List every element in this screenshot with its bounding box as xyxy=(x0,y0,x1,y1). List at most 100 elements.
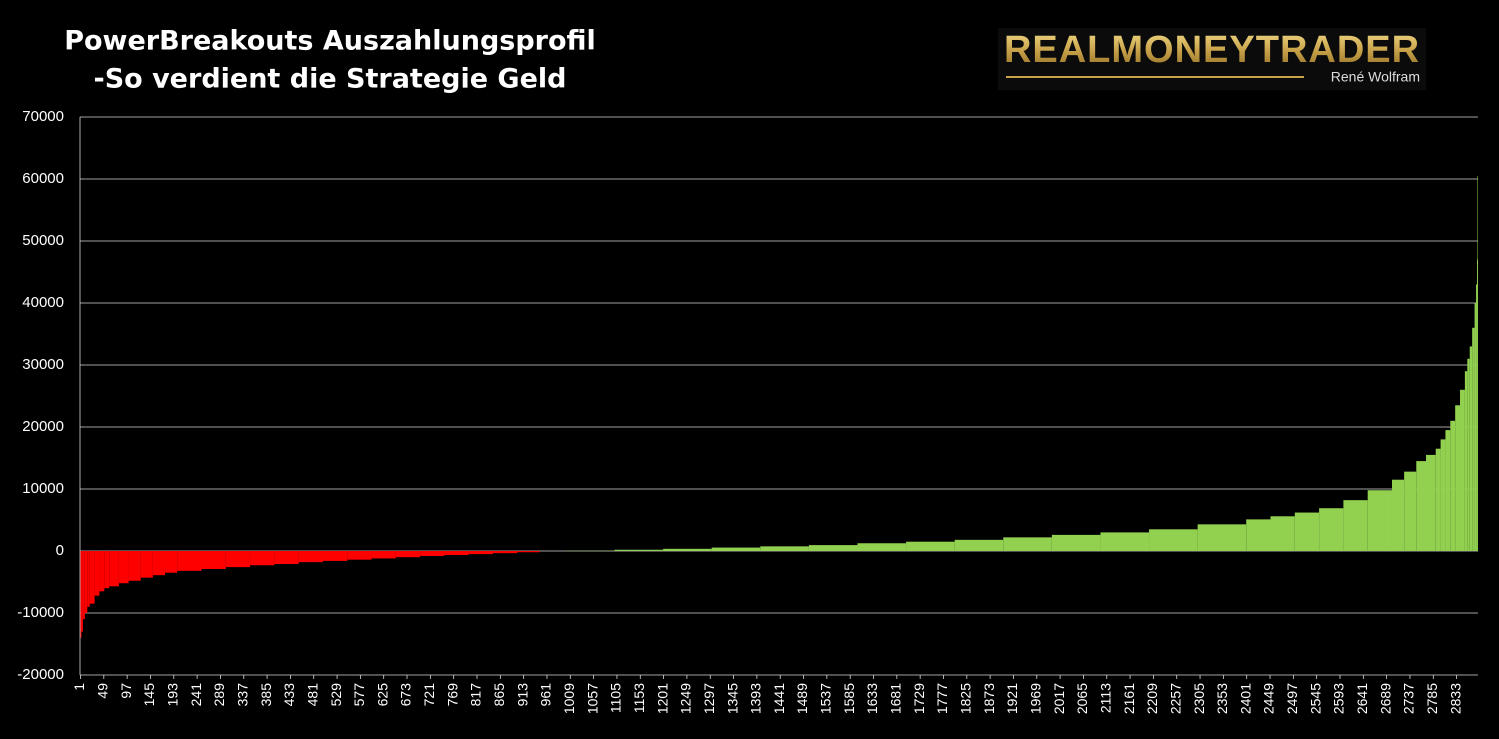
bar xyxy=(371,551,396,559)
bar xyxy=(1477,175,1479,551)
x-tick-label: 385 xyxy=(258,683,274,707)
x-tick-label: 1153 xyxy=(631,683,647,713)
x-tick-label: 1105 xyxy=(608,683,624,713)
bar xyxy=(82,551,85,620)
chart-subtitle: -So verdient die Strategie Geld xyxy=(93,64,566,95)
bar xyxy=(1003,537,1052,551)
bar xyxy=(89,551,95,604)
bar xyxy=(395,551,421,558)
x-tick-label: 577 xyxy=(351,683,367,707)
x-tick-label: 1201 xyxy=(654,683,670,714)
bar xyxy=(201,551,226,569)
bar xyxy=(250,551,275,566)
x-tick-label: 2689 xyxy=(1377,683,1393,714)
x-tick-label: 97 xyxy=(118,683,134,699)
x-tick-label: 1681 xyxy=(888,683,904,714)
x-tick-label: 1297 xyxy=(701,683,717,714)
x-tick-label: 913 xyxy=(514,683,530,707)
bar xyxy=(225,551,251,568)
bar xyxy=(663,548,712,551)
x-tick-label: 1969 xyxy=(1027,683,1043,714)
bar xyxy=(109,551,119,587)
y-tick-label: 60000 xyxy=(22,170,64,187)
x-tick-label: 1537 xyxy=(818,683,834,714)
x-tick-label: 1489 xyxy=(794,683,810,714)
bar xyxy=(954,539,1004,551)
x-tick-label: 2737 xyxy=(1401,683,1417,714)
bar xyxy=(1100,532,1150,551)
bar xyxy=(1467,358,1470,551)
x-tick-label: 2641 xyxy=(1354,683,1370,714)
bar xyxy=(1477,259,1478,551)
x-tick-label: 1 xyxy=(71,683,87,691)
x-tick-label: 49 xyxy=(95,683,111,699)
bar xyxy=(1391,479,1405,551)
bar xyxy=(347,551,372,560)
bar xyxy=(165,551,178,573)
bar xyxy=(140,551,153,578)
x-tick-label: 2449 xyxy=(1261,683,1277,714)
y-tick-label: 20000 xyxy=(22,418,64,435)
bar xyxy=(84,551,88,613)
y-tick-label: 10000 xyxy=(22,480,64,497)
x-tick-label: 2065 xyxy=(1074,683,1090,714)
bar xyxy=(1319,508,1344,551)
x-tick-label: 1393 xyxy=(748,683,764,714)
x-tick-label: 145 xyxy=(141,683,157,707)
bar xyxy=(1469,346,1473,551)
x-tick-label: 2545 xyxy=(1307,683,1323,714)
bar xyxy=(94,551,100,596)
bar xyxy=(1197,524,1247,551)
x-tick-label: 1057 xyxy=(584,683,600,714)
bar xyxy=(1294,512,1320,551)
x-tick-label: 1729 xyxy=(911,683,927,714)
bar xyxy=(1270,516,1295,551)
bar xyxy=(517,551,540,553)
x-tick-label: 2209 xyxy=(1144,683,1160,714)
x-tick-label: 337 xyxy=(234,683,250,707)
y-tick-label: 40000 xyxy=(22,294,64,311)
x-tick-label: 817 xyxy=(468,683,484,707)
x-tick-label: 2113 xyxy=(1097,683,1113,713)
x-tick-label: 529 xyxy=(328,683,344,707)
x-tick-label: 2785 xyxy=(1424,683,1440,714)
bar xyxy=(1445,430,1451,551)
x-tick-label: 2257 xyxy=(1167,683,1183,714)
x-tick-label: 769 xyxy=(444,683,460,707)
x-tick-label: 289 xyxy=(211,683,227,707)
bar xyxy=(1367,490,1392,551)
x-tick-label: 1633 xyxy=(864,683,880,714)
y-tick-label: 30000 xyxy=(22,356,64,373)
x-tick-label: 865 xyxy=(491,683,507,707)
x-tick-label: 2017 xyxy=(1051,683,1067,714)
x-tick-label: 2833 xyxy=(1447,683,1463,714)
bar xyxy=(493,551,518,554)
bar xyxy=(128,551,141,581)
bar xyxy=(1051,534,1101,551)
x-tick-label: 1873 xyxy=(981,683,997,714)
bar xyxy=(1474,303,1477,551)
bar xyxy=(420,551,445,556)
bar xyxy=(614,549,664,551)
bar xyxy=(906,541,955,551)
bar xyxy=(468,551,494,555)
x-tick-label: 1009 xyxy=(561,683,577,714)
bar xyxy=(118,551,129,584)
y-tick-label: 70000 xyxy=(22,108,64,125)
logo-box xyxy=(998,28,1426,90)
bar xyxy=(857,543,907,551)
bar xyxy=(104,551,110,589)
logo-author: René Wolfram xyxy=(1331,69,1420,85)
x-tick-label: 2305 xyxy=(1191,683,1207,714)
x-tick-label: 1825 xyxy=(958,683,974,714)
bar xyxy=(808,545,858,551)
logo-brand: REALMONEYTRADER xyxy=(1004,29,1420,71)
x-tick-label: 1441 xyxy=(771,683,787,714)
bar xyxy=(1149,529,1198,551)
y-tick-label: 0 xyxy=(56,542,64,559)
x-tick-label: 2161 xyxy=(1121,683,1137,714)
x-tick-label: 1585 xyxy=(841,683,857,714)
bar xyxy=(1440,439,1446,551)
bar xyxy=(152,551,166,576)
